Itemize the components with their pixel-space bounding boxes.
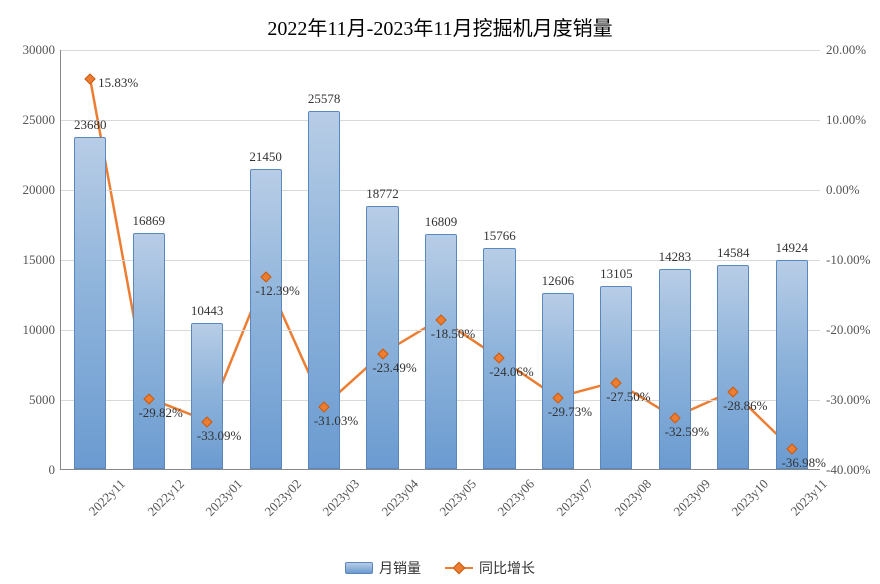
y2-tick-label: 0.00%	[820, 182, 860, 198]
bar	[250, 169, 282, 469]
chart-title: 2022年11月-2023年11月挖掘机月度销量	[0, 12, 880, 41]
x-tick-label: 2023y01	[195, 469, 246, 520]
legend-bar-label: 月销量	[379, 558, 421, 578]
y1-tick-label: 25000	[23, 112, 62, 128]
bar-value-label: 12606	[542, 273, 575, 289]
gridline	[61, 50, 820, 51]
chart-container: 2022年11月-2023年11月挖掘机月度销量 0-40.00%5000-30…	[0, 0, 880, 584]
y2-tick-label: -20.00%	[820, 322, 870, 338]
bar-value-label: 15766	[483, 228, 516, 244]
y1-tick-label: 30000	[23, 42, 62, 58]
line-value-label: -27.50%	[606, 389, 650, 405]
y1-tick-label: 0	[49, 462, 62, 478]
bar-value-label: 14584	[717, 245, 750, 261]
bar-value-label: 16809	[425, 214, 458, 230]
bar-value-label: 13105	[600, 266, 633, 282]
x-tick-label: 2023y03	[312, 469, 363, 520]
line-value-label: -28.86%	[723, 398, 767, 414]
x-tick-label: 2022y11	[79, 469, 129, 519]
bar-value-label: 25578	[308, 91, 341, 107]
line-value-label: -31.03%	[314, 413, 358, 429]
bar	[425, 234, 457, 469]
bar-value-label: 16869	[132, 213, 165, 229]
x-tick-label: 2023y09	[663, 469, 714, 520]
line-value-label: -32.59%	[665, 424, 709, 440]
y2-tick-label: 20.00%	[820, 42, 866, 58]
x-tick-label: 2023y02	[254, 469, 305, 520]
line-value-label: -33.09%	[197, 428, 241, 444]
line-value-label: -23.49%	[372, 360, 416, 376]
plot-area: 0-40.00%5000-30.00%10000-20.00%15000-10.…	[60, 50, 820, 470]
legend-item-line: 同比增长	[445, 558, 535, 578]
x-tick-label: 2023y08	[605, 469, 656, 520]
line-value-label: 15.83%	[98, 75, 138, 91]
x-tick-label: 2023y06	[488, 469, 539, 520]
bar-value-label: 21450	[249, 149, 282, 165]
line-marker	[85, 74, 96, 85]
line-value-label: -29.73%	[548, 404, 592, 420]
bar-swatch-icon	[345, 562, 373, 574]
y1-tick-label: 15000	[23, 252, 62, 268]
bar-value-label: 10443	[191, 303, 224, 319]
x-tick-label: 2023y05	[429, 469, 480, 520]
bar	[542, 293, 574, 469]
y2-tick-label: 10.00%	[820, 112, 866, 128]
x-tick-label: 2023y07	[546, 469, 597, 520]
bar-value-label: 23680	[74, 117, 107, 133]
legend-item-bar: 月销量	[345, 558, 421, 578]
line-value-label: -18.50%	[431, 326, 475, 342]
legend: 月销量 同比增长	[0, 558, 880, 578]
x-tick-label: 2023y04	[371, 469, 422, 520]
line-swatch-icon	[445, 567, 473, 569]
y2-tick-label: -30.00%	[820, 392, 870, 408]
line-value-label: -12.39%	[255, 283, 299, 299]
line-value-label: -24.06%	[489, 364, 533, 380]
legend-line-label: 同比增长	[479, 558, 535, 578]
y2-tick-label: -10.00%	[820, 252, 870, 268]
bar	[74, 137, 106, 469]
bar-value-label: 14924	[776, 240, 809, 256]
gridline	[61, 190, 820, 191]
gridline	[61, 120, 820, 121]
y2-tick-label: -40.00%	[820, 462, 870, 478]
x-tick-label: 2023y10	[722, 469, 773, 520]
bar	[133, 233, 165, 469]
line-value-label: -36.98%	[782, 455, 826, 471]
bar-value-label: 14283	[659, 249, 692, 265]
line-value-label: -29.82%	[138, 405, 182, 421]
bar-value-label: 18772	[366, 186, 399, 202]
bar	[717, 265, 749, 469]
x-tick-label: 2022y12	[137, 469, 188, 520]
y1-tick-label: 20000	[23, 182, 62, 198]
y1-tick-label: 10000	[23, 322, 62, 338]
bar	[776, 260, 808, 469]
y1-tick-label: 5000	[29, 392, 61, 408]
bar	[366, 206, 398, 469]
bar	[191, 323, 223, 469]
